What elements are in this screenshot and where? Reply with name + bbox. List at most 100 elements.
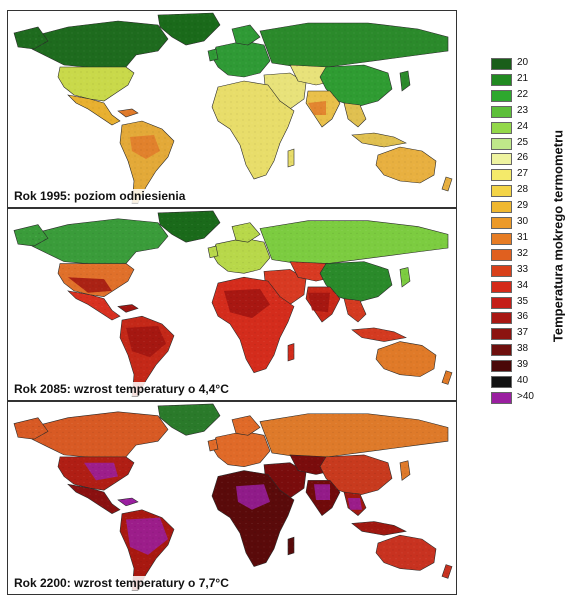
legend-item: 38: [491, 343, 570, 357]
legend-swatch: [491, 73, 512, 86]
legend-item: 28: [491, 184, 570, 198]
world-map: [13, 210, 453, 397]
region-texture: [58, 263, 134, 297]
legend-swatch: [491, 121, 512, 134]
legend-swatch: [491, 296, 512, 309]
region-texture: [120, 121, 174, 203]
region-texture: [306, 286, 340, 323]
region-texture: [376, 535, 436, 571]
region-texture: [344, 492, 366, 516]
region-texture: [376, 341, 436, 377]
region-texture: [320, 454, 392, 497]
legend-swatch: [491, 312, 512, 325]
legend-item: 23: [491, 104, 570, 119]
legend-label: 29: [517, 200, 529, 212]
region-texture: [68, 95, 120, 125]
legend-item: 40: [491, 375, 570, 389]
legend-swatch: [491, 360, 512, 373]
region-texture: [376, 147, 436, 183]
legend-item: 30: [491, 216, 570, 230]
legend-swatch: [491, 264, 512, 277]
legend-item: 34: [491, 279, 570, 294]
region-texture: [320, 65, 392, 107]
region-texture: [442, 177, 452, 191]
region-texture: [208, 246, 218, 258]
region-texture: [352, 133, 406, 147]
legend-swatch: [491, 217, 512, 229]
region-texture: [288, 537, 294, 555]
legend-swatch: [491, 153, 512, 166]
region-texture: [58, 456, 134, 491]
region-texture: [260, 220, 448, 264]
legend-item: 39: [491, 359, 570, 373]
world-map: [13, 12, 453, 204]
legend-label: 39: [517, 359, 529, 371]
region-texture: [400, 267, 410, 287]
region-texture: [212, 277, 294, 373]
legend-swatch: [491, 248, 512, 261]
region-texture: [14, 224, 48, 247]
map-caption: Rok 2200: wzrost temperatury o 7,7°C: [12, 576, 231, 590]
legend-swatch: [491, 232, 512, 245]
legend-item: 21: [491, 72, 570, 87]
legend-label: 30: [517, 216, 529, 227]
legend-swatch: [491, 280, 512, 293]
region-texture: [30, 218, 168, 266]
region-texture: [352, 521, 406, 536]
legend-item: 27: [491, 168, 570, 182]
region-texture: [400, 460, 410, 481]
world-map: [13, 403, 453, 591]
legend-label: 40: [517, 375, 529, 386]
legend-label: 26: [517, 152, 529, 164]
region-texture: [68, 290, 120, 321]
legend-item: 35: [491, 295, 570, 310]
region-texture: [158, 403, 220, 436]
region-texture: [120, 509, 174, 591]
legend-label: 34: [517, 279, 529, 291]
region-texture: [158, 210, 220, 243]
region-texture: [400, 71, 410, 91]
legend-swatch: [491, 391, 512, 404]
region-texture: [212, 470, 294, 567]
region-texture: [68, 484, 120, 514]
legend-label: 24: [517, 120, 529, 132]
region-texture: [306, 91, 340, 127]
legend-item: 24: [491, 120, 570, 135]
legend-label: 35: [517, 295, 529, 307]
legend-swatch: [491, 185, 512, 198]
region-texture: [58, 67, 134, 101]
region-texture: [288, 149, 294, 167]
legend-label: 37: [517, 327, 529, 339]
legend-item: >40: [491, 390, 570, 405]
legend-label: 21: [517, 72, 529, 84]
legend-swatch: [491, 344, 512, 357]
legend-swatch: [491, 58, 512, 70]
legend-label: >40: [517, 390, 534, 402]
region-texture: [212, 41, 270, 77]
region-texture: [344, 103, 366, 127]
legend-swatch: [491, 89, 512, 102]
legend-label: 38: [517, 343, 529, 355]
region-texture: [306, 480, 340, 516]
legend-label: 20: [517, 57, 529, 68]
legend-label: 33: [517, 263, 529, 275]
legend-swatch: [491, 105, 512, 118]
legend-swatch: [491, 328, 512, 341]
map-caption: Rok 1995: poziom odniesienia: [12, 189, 188, 203]
region-texture: [14, 417, 48, 440]
region-texture: [208, 439, 218, 451]
map-panel-1995: Rok 1995: poziom odniesienia: [7, 10, 457, 208]
legend-item: 26: [491, 152, 570, 166]
legend-label: 25: [517, 136, 529, 148]
map-panel-2200: Rok 2200: wzrost temperatury o 7,7°C: [7, 401, 457, 595]
region-texture: [232, 25, 260, 45]
legend-label: 32: [517, 247, 529, 259]
legend-title: Temperatura mokrego termometru: [550, 129, 566, 343]
region-texture: [260, 23, 448, 67]
region-texture: [212, 431, 270, 467]
region-texture: [208, 49, 218, 61]
legend-label: 31: [517, 231, 529, 243]
legend-swatch: [491, 376, 512, 388]
map-caption: Rok 2085: wzrost temperatury o 4,4°C: [12, 382, 231, 396]
legend-label: 23: [517, 104, 529, 116]
